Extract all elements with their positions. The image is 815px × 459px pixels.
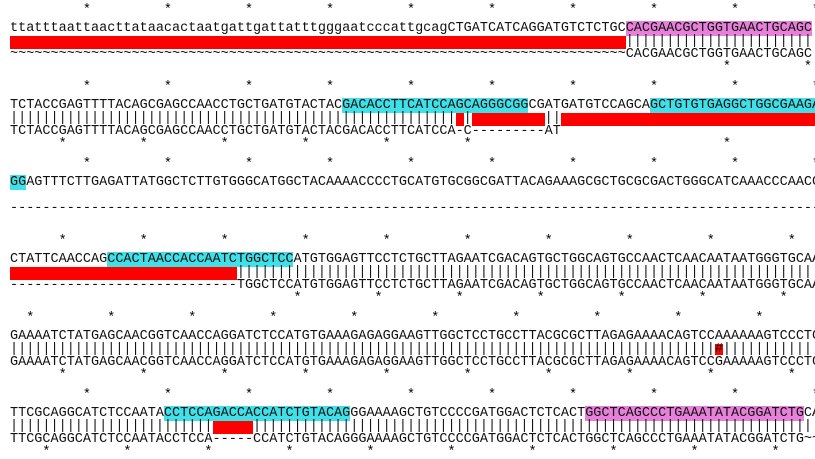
bottom-line: ----------------------------------------…	[10, 201, 815, 216]
top-line: CTATTCAACCAGCCACTAACCACCAATCTGGCTCCATGTG…	[10, 252, 815, 267]
gap-bar	[10, 267, 237, 280]
sequence-highlight	[342, 98, 529, 113]
top-line: ttatttaattaacttataacactaatgattgattatttgg…	[10, 21, 813, 36]
sequence-highlight	[649, 98, 815, 113]
stars-top-line: * * * * * * * * * *	[10, 311, 764, 326]
match-line: |||||||||||||||||||||||	[10, 34, 813, 49]
top-line: GGAGTTTCTTGAGATTATGGCTCTTGTGGGCATGGCTACA…	[10, 175, 815, 190]
sequence-highlight	[163, 406, 351, 421]
stars-bottom-line: * * * * * * *	[10, 137, 732, 152]
bottom-line: ~~~~~~~~~~~~~~~~~~~~~~~~~~~~~~~~~~~~~~~~…	[10, 47, 813, 62]
gap-bar	[560, 113, 815, 126]
sequence-highlight	[107, 252, 294, 267]
gap-bar	[471, 113, 545, 126]
stars-top-line: * * * * * * * * * *	[10, 234, 796, 249]
stars-top-line: * * * * * * * * * *	[10, 80, 815, 95]
gap-bar	[10, 36, 626, 49]
sequence-highlight	[625, 21, 812, 36]
sequence-highlight	[10, 175, 27, 190]
bottom-line: TTCGCAGGCATCTCCAATACCTCCA-----CCATCTGTAC…	[10, 432, 815, 447]
stars-bottom-line: * * * * * * * * * *	[10, 368, 796, 383]
match-line: ||||||||||||||||||||||||||||||||||||||||…	[10, 111, 815, 126]
stars-top-line: * * * * * * * * * *	[10, 157, 815, 172]
stars-bottom-line: * * * * * * *	[10, 291, 788, 306]
match-line: ||||||||||||||||||||||||||||||||||||||||…	[10, 265, 815, 280]
bottom-line: GAAAATCTATGAGCAACGGTCAACCAGGATCTCCATGTGA…	[10, 355, 815, 370]
stars-bottom-line: * *	[10, 60, 813, 75]
gap-bar	[212, 421, 253, 434]
top-line: TTCGCAGGCATCTCCAATACCTCCAGACCACCATCTGTAC…	[10, 406, 815, 421]
match-line: ||||||||||||||||||||||||| ||||||||||||||…	[10, 419, 815, 434]
bottom-line: TCTACCGAGTTTTACAGCGAGCCAACCTGCTGATGTACTA…	[10, 124, 561, 139]
sequence-highlight	[585, 406, 804, 421]
gap-bar	[455, 113, 464, 126]
stars-top-line: * * * * * * * * * *	[10, 388, 815, 403]
mismatch-box	[714, 344, 723, 355]
match-line: ||||||||||||||||||||||||||||||||||||||||…	[10, 342, 815, 357]
bottom-line: ----------------------------TGGCTCCATGTG…	[10, 278, 815, 293]
top-line: GAAAATCTATGAGCAACGGTCAACCAGGATCTCCATGTGA…	[10, 329, 815, 344]
stars-top-line: * * * * * * * * * *	[10, 3, 815, 18]
stars-bottom-line: * * * * * * * * * *	[10, 445, 780, 459]
top-line: TCTACCGAGTTTTACAGCGAGCCAACCTGCTGATGTACTA…	[10, 98, 815, 113]
